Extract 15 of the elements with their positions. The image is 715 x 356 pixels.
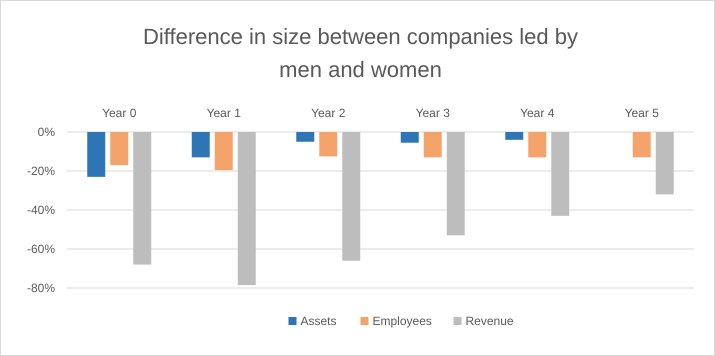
y-tick-label: -40% — [26, 203, 56, 217]
x-tick-label: Year 3 — [416, 106, 450, 120]
y-tick-label: -60% — [26, 242, 56, 256]
x-tick-label: Year 5 — [624, 106, 660, 120]
y-tick-label: 0% — [38, 125, 56, 139]
legend-label: Employees — [372, 314, 432, 328]
x-tick-label: Year 0 — [102, 106, 137, 120]
y-tick-label: -80% — [26, 281, 56, 295]
legend-label: Revenue — [466, 314, 514, 328]
legend-label: Assets — [300, 314, 337, 328]
x-tick-label: Year 1 — [206, 106, 242, 120]
y-tick-label: -20% — [26, 164, 56, 178]
x-tick-label: Year 4 — [520, 106, 555, 120]
x-tick-label: Year 2 — [311, 106, 346, 120]
chart-title: Difference in size between companies led by men and women — [143, 24, 578, 82]
